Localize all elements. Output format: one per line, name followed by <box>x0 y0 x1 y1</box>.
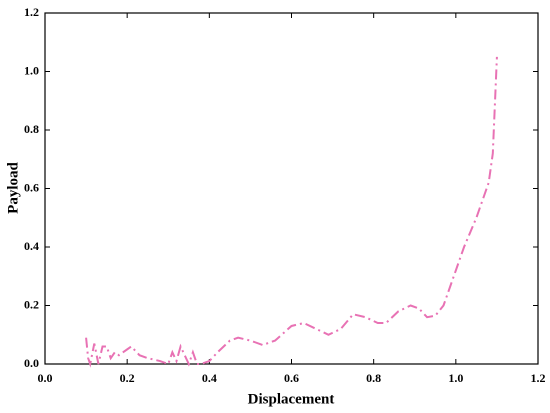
x-tick-label: 1.0 <box>448 371 463 385</box>
x-tick-label: 0.2 <box>120 371 135 385</box>
x-tick-label: 0.4 <box>202 371 217 385</box>
y-tick-label: 1.2 <box>24 5 39 19</box>
y-tick-label: 0.0 <box>24 356 39 370</box>
x-tick-label: 0.8 <box>366 371 381 385</box>
plot-frame <box>44 12 539 365</box>
y-tick-label: 0.2 <box>24 297 39 311</box>
y-tick-label: 0.8 <box>24 122 39 136</box>
y-tick-label: 0.6 <box>24 180 39 194</box>
y-tick-label: 0.4 <box>24 239 39 253</box>
x-axis-title: Displacement <box>248 391 335 407</box>
x-tick-label: 1.2 <box>531 371 546 385</box>
x-tick-label: 0.6 <box>284 371 299 385</box>
y-tick-label: 1.0 <box>24 63 39 77</box>
y-axis-title: Payload <box>5 162 21 214</box>
x-tick-label: 0.0 <box>38 371 53 385</box>
data-line <box>85 56 498 368</box>
